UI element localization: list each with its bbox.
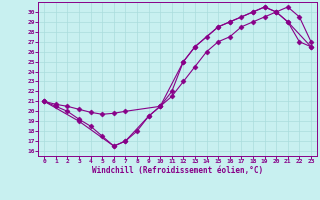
- X-axis label: Windchill (Refroidissement éolien,°C): Windchill (Refroidissement éolien,°C): [92, 166, 263, 175]
